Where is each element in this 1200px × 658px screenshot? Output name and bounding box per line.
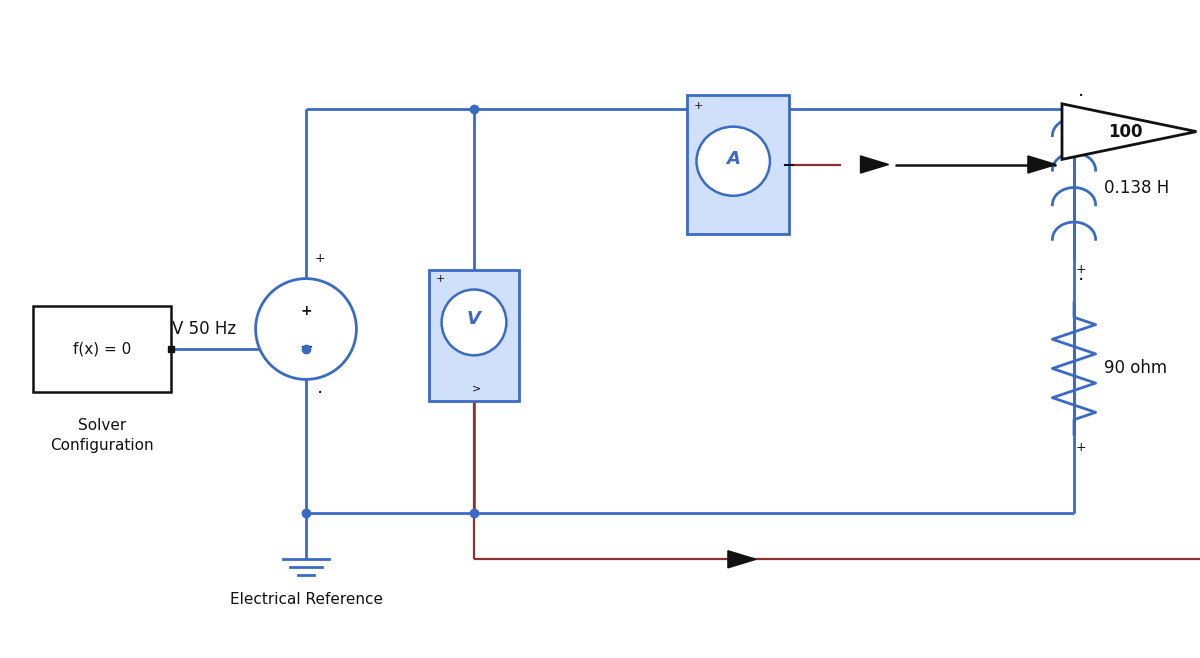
Polygon shape: [728, 551, 756, 568]
Text: Electrical Reference: Electrical Reference: [229, 592, 383, 607]
Text: A: A: [726, 150, 740, 168]
FancyBboxPatch shape: [430, 270, 520, 401]
Text: >: >: [472, 384, 481, 393]
Text: +: +: [300, 305, 312, 318]
Text: +: +: [316, 252, 325, 265]
Text: V: V: [467, 310, 481, 328]
FancyBboxPatch shape: [686, 95, 790, 234]
Polygon shape: [860, 156, 888, 173]
Text: +: +: [1076, 263, 1086, 276]
Text: +: +: [437, 274, 445, 284]
Ellipse shape: [256, 278, 356, 380]
Text: ·: ·: [317, 384, 324, 403]
Ellipse shape: [696, 126, 770, 196]
Text: Solver
Configuration: Solver Configuration: [50, 418, 154, 453]
Text: f(x) = 0: f(x) = 0: [73, 342, 131, 356]
Ellipse shape: [442, 290, 506, 355]
Polygon shape: [1028, 156, 1056, 173]
Text: 220 V 50 Hz: 220 V 50 Hz: [136, 320, 236, 338]
Text: −: −: [299, 338, 313, 355]
Text: 0.138 H: 0.138 H: [1104, 178, 1169, 197]
Text: 100: 100: [1108, 122, 1142, 141]
Text: +: +: [695, 101, 703, 111]
FancyBboxPatch shape: [34, 306, 172, 392]
Text: ·: ·: [1078, 271, 1085, 290]
Polygon shape: [1062, 104, 1196, 159]
Text: +: +: [1076, 441, 1086, 454]
Text: 90 ohm: 90 ohm: [1104, 359, 1168, 378]
Text: ·: ·: [1078, 87, 1085, 106]
